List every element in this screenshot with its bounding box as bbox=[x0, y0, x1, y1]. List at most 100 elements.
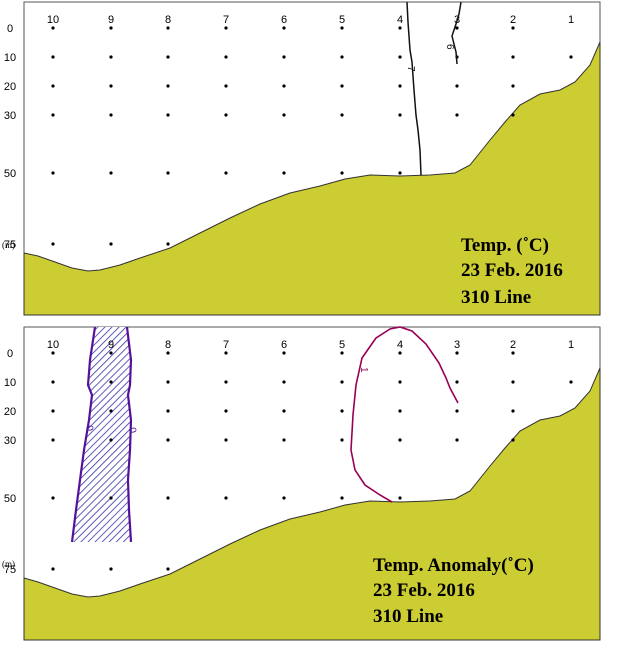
sample-point bbox=[398, 113, 402, 117]
sample-point bbox=[166, 351, 170, 355]
sample-point bbox=[224, 113, 228, 117]
seafloor-terrain bbox=[23, 41, 601, 316]
station-label: 2 bbox=[510, 14, 516, 26]
sample-point bbox=[224, 84, 228, 88]
depth-labels: 0 10 20 30 50 75 bbox=[4, 348, 16, 576]
sample-point bbox=[166, 26, 170, 30]
sample-point bbox=[282, 113, 286, 117]
sample-point bbox=[166, 409, 170, 413]
contour-label-6: 6 bbox=[444, 44, 455, 50]
sample-point bbox=[166, 438, 170, 442]
temperature-anomaly-panel: 0 0 1 10 9 8 7 6 5 4 3 2 1 0 10 20 30 50 75 (m) Temp. … bbox=[2, 326, 601, 641]
sample-point bbox=[511, 409, 515, 413]
sample-point bbox=[51, 567, 55, 571]
contour-label-zero-left: 0 bbox=[83, 425, 95, 433]
contour-label-zero-right: 0 bbox=[126, 427, 138, 435]
sample-point bbox=[455, 438, 459, 442]
depth-label: 30 bbox=[4, 110, 16, 122]
legend-title: Temp. Anomaly(˚C) bbox=[373, 555, 534, 576]
sample-point bbox=[455, 113, 459, 117]
sample-point bbox=[109, 380, 113, 384]
station-labels: 10 9 8 7 6 5 4 3 2 1 bbox=[47, 339, 574, 351]
sample-point bbox=[282, 380, 286, 384]
station-label: 4 bbox=[397, 14, 403, 26]
sample-point bbox=[398, 409, 402, 413]
sample-point bbox=[166, 171, 170, 175]
sample-point bbox=[282, 409, 286, 413]
depth-label: 20 bbox=[4, 406, 16, 418]
sample-point bbox=[166, 567, 170, 571]
sample-point bbox=[569, 55, 573, 59]
station-label: 4 bbox=[397, 339, 403, 351]
station-label: 3 bbox=[454, 339, 460, 351]
sample-point bbox=[51, 438, 55, 442]
sample-point bbox=[282, 84, 286, 88]
legend-line-name: 310 Line bbox=[373, 606, 443, 627]
sample-point bbox=[511, 26, 515, 30]
sample-point bbox=[51, 84, 55, 88]
sample-point bbox=[109, 567, 113, 571]
sample-point bbox=[340, 171, 344, 175]
sample-point bbox=[109, 84, 113, 88]
sample-point bbox=[109, 242, 113, 246]
station-label: 10 bbox=[47, 14, 59, 26]
sample-point bbox=[51, 242, 55, 246]
sample-point bbox=[224, 26, 228, 30]
depth-unit-label: (m) bbox=[2, 559, 15, 569]
station-label: 7 bbox=[223, 14, 229, 26]
sample-point bbox=[398, 84, 402, 88]
sample-point bbox=[282, 351, 286, 355]
sample-point bbox=[340, 84, 344, 88]
sample-point bbox=[398, 351, 402, 355]
sample-point bbox=[569, 380, 573, 384]
depth-label: 75 bbox=[4, 564, 16, 576]
sample-point bbox=[224, 409, 228, 413]
sample-point bbox=[109, 26, 113, 30]
depth-unit-label: (m) bbox=[2, 240, 15, 250]
sample-point bbox=[166, 380, 170, 384]
sample-point bbox=[340, 380, 344, 384]
sample-point bbox=[166, 113, 170, 117]
sample-point bbox=[51, 113, 55, 117]
station-label: 1 bbox=[568, 14, 574, 26]
sample-points bbox=[51, 351, 573, 571]
shaded-region-below-zero bbox=[72, 327, 131, 542]
contour-label-1: 1 bbox=[358, 367, 369, 373]
station-label: 9 bbox=[108, 339, 114, 351]
sample-point bbox=[51, 26, 55, 30]
depth-label: 50 bbox=[4, 493, 16, 505]
contour-line-zero-left bbox=[70, 326, 97, 543]
sample-point bbox=[340, 55, 344, 59]
depth-label: 75 bbox=[4, 239, 16, 251]
sample-point bbox=[51, 55, 55, 59]
sample-point bbox=[455, 351, 459, 355]
seafloor-terrain bbox=[23, 367, 601, 641]
depth-label: 30 bbox=[4, 435, 16, 447]
sample-point bbox=[398, 171, 402, 175]
legend-date: 23 Feb. 2016 bbox=[461, 260, 563, 281]
sample-points bbox=[51, 26, 573, 246]
sample-point bbox=[109, 351, 113, 355]
station-label: 8 bbox=[165, 339, 171, 351]
sample-point bbox=[282, 55, 286, 59]
legend-title: Temp. (˚C) bbox=[461, 235, 549, 256]
sample-point bbox=[340, 351, 344, 355]
sample-point bbox=[224, 171, 228, 175]
sample-point bbox=[455, 380, 459, 384]
sample-point bbox=[166, 496, 170, 500]
sample-point bbox=[398, 26, 402, 30]
sample-point bbox=[166, 242, 170, 246]
sample-point bbox=[282, 496, 286, 500]
sample-point bbox=[51, 409, 55, 413]
station-labels: 10 9 8 7 6 5 4 3 2 1 bbox=[47, 14, 574, 26]
sample-point bbox=[51, 496, 55, 500]
sample-point bbox=[224, 55, 228, 59]
station-label: 10 bbox=[47, 339, 59, 351]
contour-line-zero-right bbox=[125, 326, 133, 543]
sample-point bbox=[340, 496, 344, 500]
station-label: 6 bbox=[281, 339, 287, 351]
sample-point bbox=[224, 351, 228, 355]
station-label: 2 bbox=[510, 339, 516, 351]
